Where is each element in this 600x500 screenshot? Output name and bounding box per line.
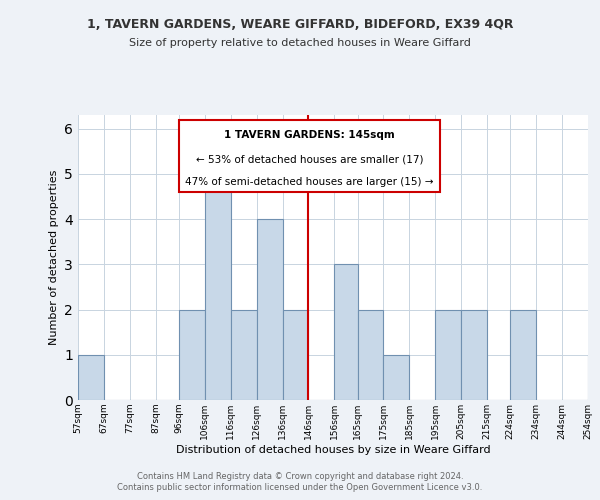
Bar — [511, 310, 536, 400]
Text: Contains HM Land Registry data © Crown copyright and database right 2024.: Contains HM Land Registry data © Crown c… — [137, 472, 463, 481]
Bar — [588, 355, 600, 400]
Bar — [231, 310, 257, 400]
Bar — [257, 219, 283, 400]
Bar — [358, 310, 383, 400]
Bar — [334, 264, 358, 400]
Text: 1 TAVERN GARDENS: 145sqm: 1 TAVERN GARDENS: 145sqm — [224, 130, 395, 140]
Bar — [283, 310, 308, 400]
Bar — [205, 174, 231, 400]
Text: Contains public sector information licensed under the Open Government Licence v3: Contains public sector information licen… — [118, 484, 482, 492]
Y-axis label: Number of detached properties: Number of detached properties — [49, 170, 59, 345]
Bar — [461, 310, 487, 400]
Bar — [179, 310, 205, 400]
Text: Size of property relative to detached houses in Weare Giffard: Size of property relative to detached ho… — [129, 38, 471, 48]
Text: ← 53% of detached houses are smaller (17): ← 53% of detached houses are smaller (17… — [196, 154, 424, 164]
Bar — [78, 355, 104, 400]
FancyBboxPatch shape — [179, 120, 440, 192]
Bar — [435, 310, 461, 400]
Text: 1, TAVERN GARDENS, WEARE GIFFARD, BIDEFORD, EX39 4QR: 1, TAVERN GARDENS, WEARE GIFFARD, BIDEFO… — [87, 18, 513, 30]
X-axis label: Distribution of detached houses by size in Weare Giffard: Distribution of detached houses by size … — [176, 444, 490, 454]
Text: 47% of semi-detached houses are larger (15) →: 47% of semi-detached houses are larger (… — [185, 177, 434, 187]
Bar — [383, 355, 409, 400]
